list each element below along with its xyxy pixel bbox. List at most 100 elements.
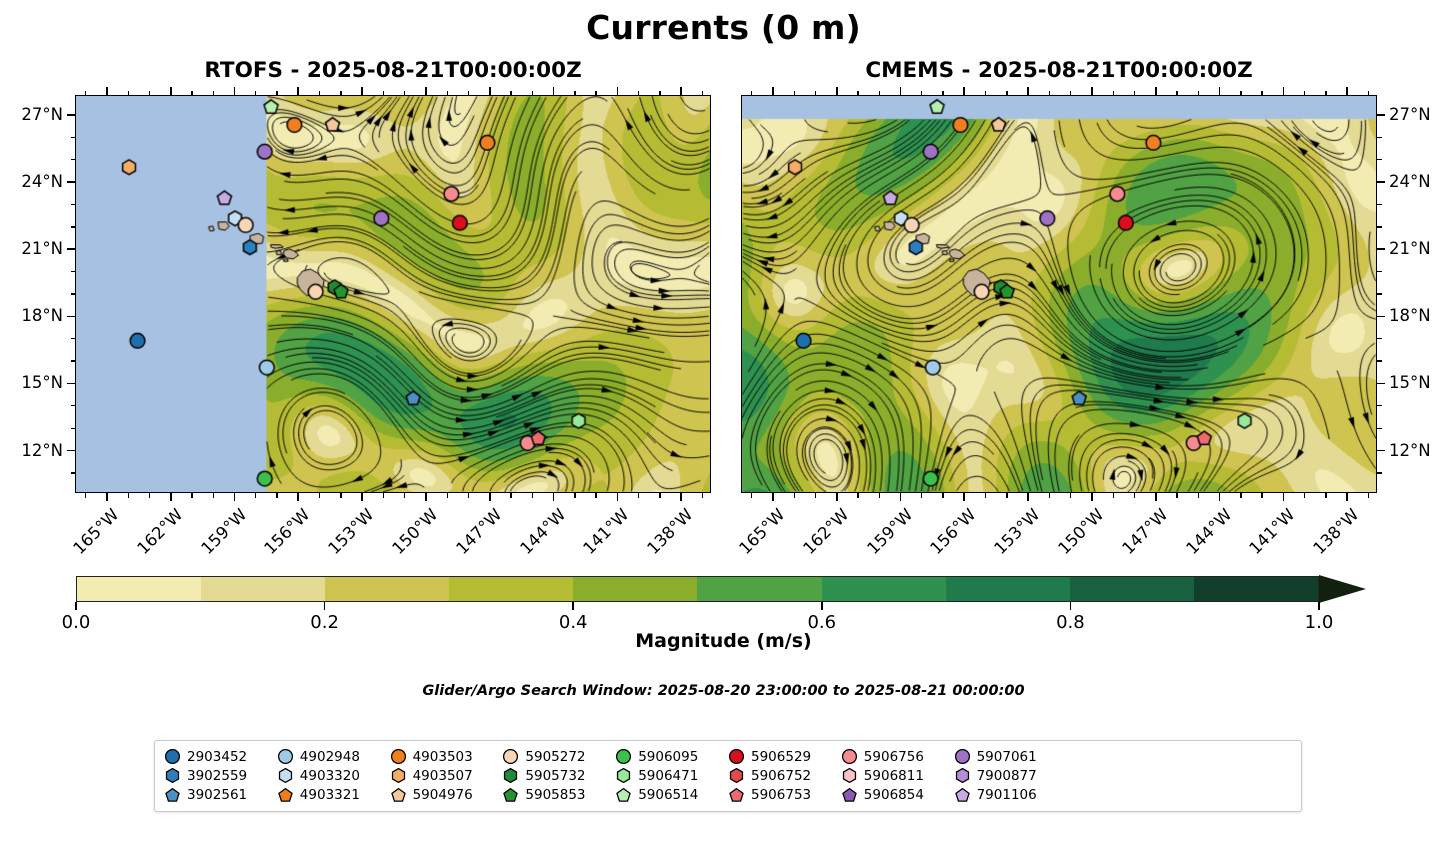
legend-item[interactable]: 5906756: [841, 747, 955, 766]
xtick-minor: [446, 493, 448, 498]
ytick-minor: [1377, 159, 1382, 161]
xtick-major-top: [1154, 87, 1157, 95]
legend-item[interactable]: 2903452: [164, 747, 278, 766]
legend-item[interactable]: 5906753: [729, 786, 842, 805]
xtick-minor-top: [1006, 90, 1008, 95]
colorbar-tick: [75, 602, 77, 610]
colorbar-gradient: [76, 576, 1319, 602]
map-panel-cmems[interactable]: [741, 95, 1377, 493]
ytick-minor: [1377, 226, 1382, 228]
legend-item[interactable]: 5905272: [503, 747, 616, 766]
colorbar-band-5: [697, 577, 822, 601]
xtick-label: 159°W: [196, 505, 250, 559]
legend-item[interactable]: 4902948: [277, 747, 391, 766]
xtick-major: [552, 493, 555, 501]
colorbar-band-9: [1193, 577, 1318, 601]
legend-item[interactable]: 5906811: [842, 766, 955, 785]
xtick-minor: [191, 493, 193, 498]
xtick-minor: [1070, 493, 1072, 498]
legend-item[interactable]: 5904976: [390, 786, 504, 805]
xtick-major-top: [1282, 87, 1285, 95]
xtick-major-top: [169, 87, 172, 95]
xtick-major: [616, 493, 619, 501]
xtick-minor-top: [340, 90, 342, 95]
xtick-minor: [1325, 493, 1327, 498]
float-legend[interactable]: 2903452 3902559 3902561 4902948 4903320 49033…: [154, 740, 1302, 812]
xtick-major: [1282, 493, 1285, 501]
xtick-minor: [212, 493, 214, 498]
map-raster-rtofs: [76, 96, 710, 492]
legend-item[interactable]: 5906471: [616, 766, 729, 785]
colorbar-tick: [572, 602, 574, 610]
xtick-minor: [1133, 493, 1136, 498]
colorbar-tick: [1069, 602, 1072, 610]
ytick-minor: [1377, 136, 1382, 139]
colorbar-tick-label: 1.0: [1304, 612, 1334, 633]
legend-item[interactable]: 7901106: [954, 786, 1068, 805]
legend-label: 4903320: [299, 767, 360, 784]
legend-label: 5905853: [525, 787, 586, 804]
legend-label: 5906756: [863, 748, 924, 765]
legend-item[interactable]: 4903321: [277, 786, 391, 805]
ytick-minor: [1377, 405, 1382, 407]
legend-item[interactable]: 5906854: [841, 786, 955, 805]
ytick-minor: [70, 405, 75, 407]
panel-title-cmems: CMEMS - 2025-08-21T00:00:00Z: [865, 58, 1253, 83]
xtick-minor-top: [595, 90, 597, 95]
ytick-minor: [70, 203, 75, 206]
ytick-major: [67, 114, 75, 116]
legend-label: 4902948: [299, 748, 360, 765]
legend-item[interactable]: 4903503: [390, 747, 504, 766]
legend-item[interactable]: 5906752: [729, 766, 842, 785]
xtick-minor: [127, 493, 129, 498]
legend-item[interactable]: 7900877: [955, 766, 1068, 785]
xtick-minor: [510, 493, 512, 498]
xtick-minor: [574, 493, 576, 498]
ytick-label: 24°N: [21, 172, 63, 192]
xtick-minor-top: [814, 90, 817, 95]
legend-marker-hexagon-icon: [278, 768, 293, 784]
legend-marker-hexagon-icon: [391, 768, 406, 784]
xtick-major-top: [361, 87, 363, 95]
xtick-minor-top: [1070, 90, 1072, 95]
legend-marker-circle-icon: [503, 749, 519, 765]
legend-item[interactable]: 5905732: [503, 766, 616, 785]
legend-item[interactable]: 5907061: [954, 747, 1068, 766]
legend-item[interactable]: 5906095: [616, 747, 729, 766]
xtick-minor: [595, 493, 597, 498]
legend-item[interactable]: 3902561: [165, 786, 278, 805]
ytick-label: 18°N: [21, 306, 63, 326]
xtick-minor: [814, 493, 817, 498]
panel-title-rtofs: RTOFS - 2025-08-21T00:00:00Z: [204, 58, 582, 83]
legend-item[interactable]: 5906514: [616, 786, 729, 805]
xtick-minor-top: [446, 90, 448, 95]
xtick-minor-top: [921, 90, 923, 95]
legend-label: 5905272: [525, 748, 586, 765]
legend-item[interactable]: 5905853: [503, 786, 616, 805]
colorbar-band-2: [325, 577, 450, 601]
xtick-major-top: [1027, 87, 1029, 95]
legend-item[interactable]: 3902559: [165, 766, 278, 785]
xtick-minor: [404, 493, 406, 498]
map-panel-rtofs[interactable]: [75, 95, 711, 493]
xtick-label: 156°W: [260, 505, 314, 559]
legend-item[interactable]: 5906529: [728, 747, 842, 766]
xtick-major-top: [233, 87, 236, 95]
legend-label: 2903452: [187, 748, 248, 765]
legend-item[interactable]: 4903320: [278, 766, 391, 785]
search-window-note: Glider/Argo Search Window: 2025-08-20 23…: [422, 683, 1025, 699]
ytick-minor: [70, 360, 75, 362]
xtick-major-top: [106, 87, 108, 95]
xtick-minor: [942, 493, 944, 498]
ytick-minor: [70, 293, 75, 295]
legend-item[interactable]: 4903507: [391, 766, 504, 785]
legend-marker-circle-icon: [616, 749, 632, 765]
legend-label: 5906753: [751, 787, 812, 804]
xtick-major-top: [963, 87, 966, 95]
xtick-minor: [318, 493, 321, 498]
colorbar-tick-label: 0.8: [1056, 612, 1085, 633]
ytick-label: 12°N: [21, 440, 63, 460]
ytick-major: [1377, 181, 1385, 184]
legend-marker-hexagon-icon: [955, 768, 970, 784]
xtick-minor: [1240, 493, 1242, 498]
